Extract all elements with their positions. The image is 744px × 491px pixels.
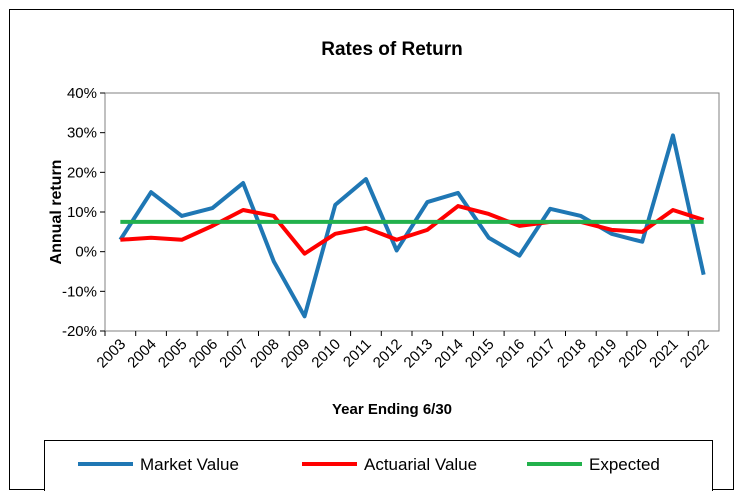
y-tick-label: 40% xyxy=(67,85,97,102)
chart-title: Rates of Return xyxy=(321,39,462,60)
y-tick-label: 0% xyxy=(75,244,97,261)
y-tick-label: 30% xyxy=(67,125,97,142)
y-axis-title: Annual return xyxy=(48,160,65,265)
y-tick-label: -20% xyxy=(62,323,97,340)
y-tick-label: 20% xyxy=(67,164,97,181)
legend-label: Actuarial Value xyxy=(364,455,477,474)
y-tick-label: -10% xyxy=(62,283,97,300)
legend-box xyxy=(44,440,713,491)
legend-label: Expected xyxy=(589,455,660,474)
x-axis-title: Year Ending 6/30 xyxy=(332,401,452,418)
legend-label: Market Value xyxy=(140,455,239,474)
series-line xyxy=(118,133,706,319)
y-tick-label: 10% xyxy=(67,204,97,221)
